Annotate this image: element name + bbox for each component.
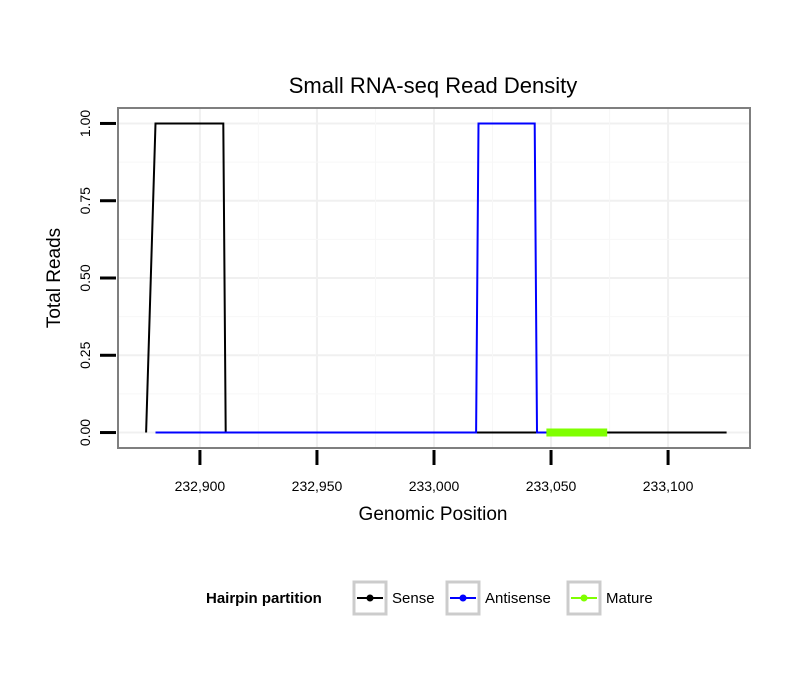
- x-tick-label: 232,900: [175, 478, 226, 494]
- x-tick-label: 233,050: [526, 478, 577, 494]
- legend-label: Mature: [606, 590, 653, 607]
- y-axis-label: Total Reads: [44, 228, 65, 328]
- legend-item-sense: Sense: [352, 580, 435, 616]
- legend: Hairpin partition Sense Antisense Mature: [206, 580, 653, 616]
- series-line-antisense: [155, 122, 547, 434]
- legend-label: Antisense: [485, 590, 551, 607]
- x-tick-label: 233,000: [409, 478, 460, 494]
- y-tick-label: 0.00: [77, 419, 93, 446]
- legend-item-mature: Mature: [566, 580, 653, 616]
- y-tick-label: 0.25: [77, 341, 93, 368]
- y-axis: 0.00 0.25 0.50 0.75 1.00: [77, 110, 116, 446]
- chart-title: Small RNA-seq Read Density: [289, 73, 578, 98]
- x-tick-label: 232,950: [292, 478, 343, 494]
- y-tick-label: 1.00: [77, 110, 93, 137]
- x-axis: 232,900 232,950 233,000 233,050 233,100: [175, 450, 694, 494]
- legend-key-point: [459, 594, 467, 602]
- legend-key-point: [580, 594, 588, 602]
- y-tick-label: 0.75: [77, 187, 93, 214]
- series-layer: [145, 122, 727, 437]
- legend-title: Hairpin partition: [206, 590, 322, 607]
- legend-item-antisense: Antisense: [445, 580, 551, 616]
- x-axis-label: Genomic Position: [359, 504, 508, 525]
- legend-label: Sense: [392, 590, 435, 607]
- legend-key-point: [366, 594, 374, 602]
- plot-border: [117, 107, 751, 449]
- x-tick-label: 233,100: [643, 478, 694, 494]
- y-tick-label: 0.50: [77, 264, 93, 291]
